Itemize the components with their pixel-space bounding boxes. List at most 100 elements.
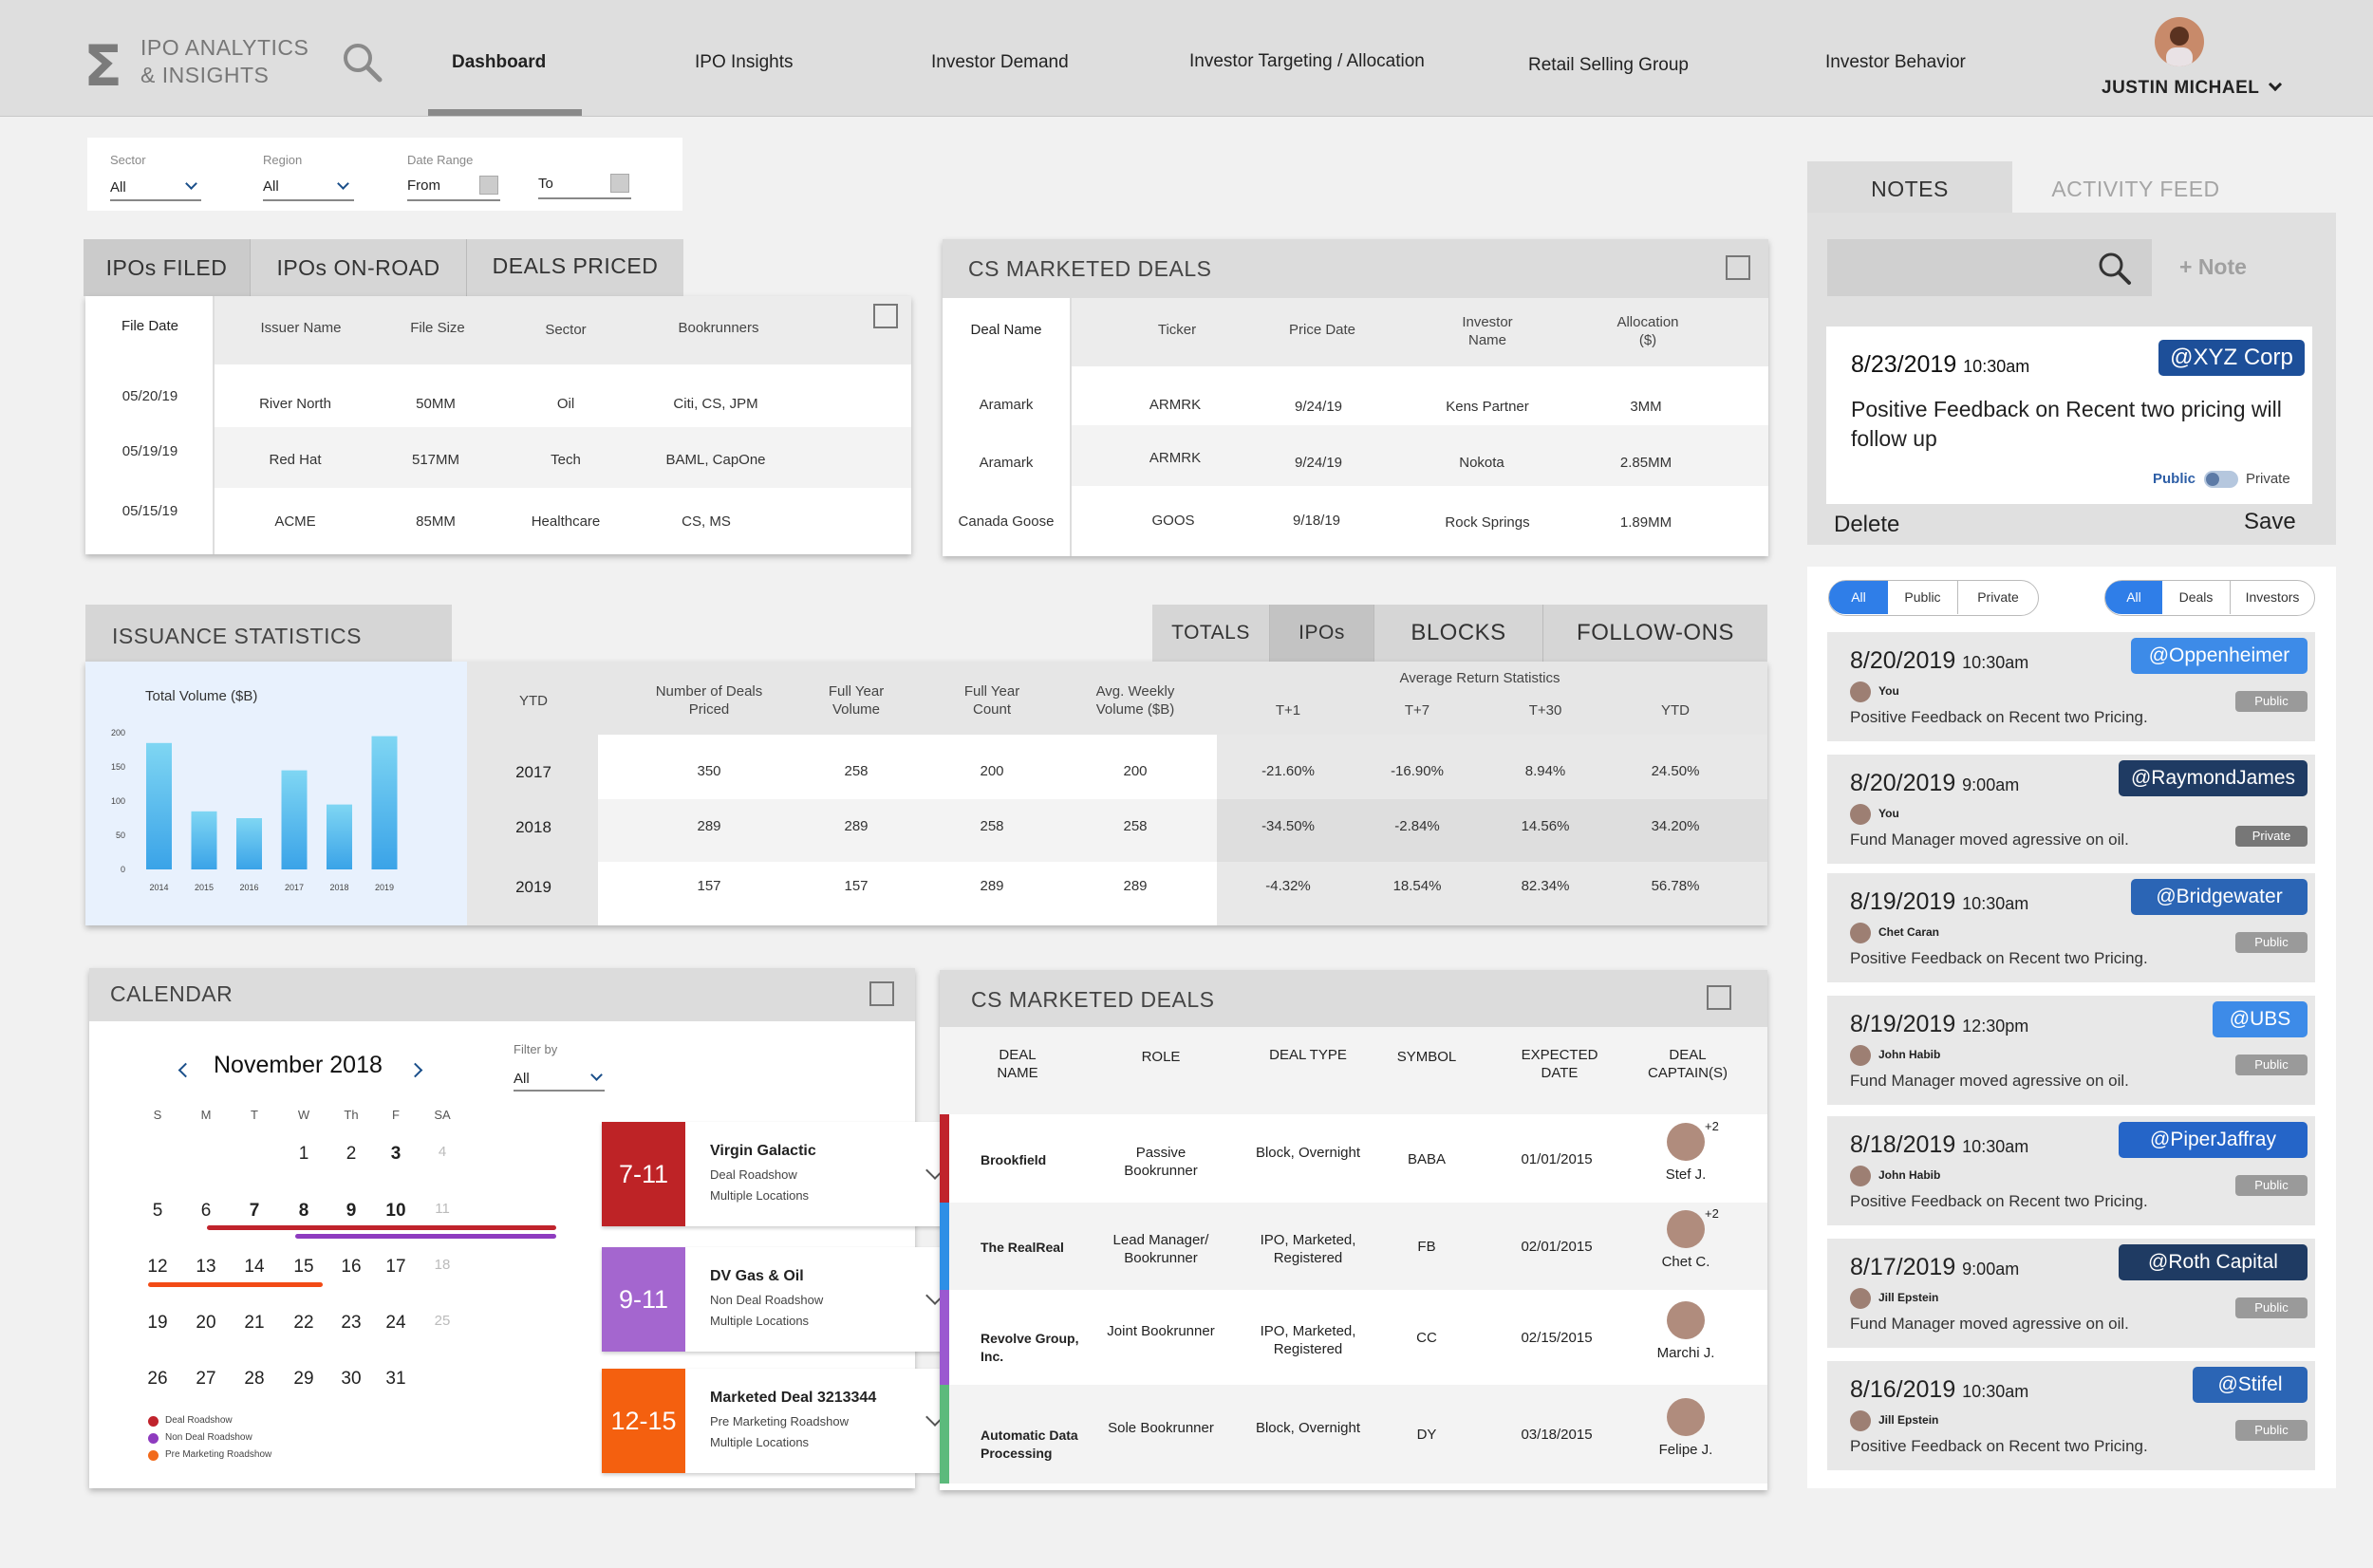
search-icon[interactable] <box>2097 251 2133 291</box>
tab-ipos-on-road[interactable]: IPOs ON-ROAD <box>251 239 467 296</box>
feed-item[interactable]: 8/16/2019 10:30am @Stifel Jill Epstein Publ… <box>1827 1361 2315 1470</box>
nav-ipo-insights[interactable]: IPO Insights <box>695 52 794 72</box>
calendar-day[interactable]: 8 <box>298 1201 309 1221</box>
nav-investor-demand[interactable]: Investor Demand <box>931 52 1069 72</box>
calendar-day[interactable]: 26 <box>147 1369 168 1389</box>
note-search-input[interactable] <box>1827 239 2152 296</box>
feed-tag[interactable]: @UBS <box>2213 1001 2308 1037</box>
feed-tag[interactable]: @Oppenheimer <box>2131 638 2308 674</box>
captain-avatar[interactable] <box>1667 1398 1705 1436</box>
expand-icon[interactable] <box>873 304 898 328</box>
region-select[interactable]: All <box>263 178 279 195</box>
tab-ipos[interactable]: IPOs <box>1270 605 1374 662</box>
feed-item[interactable]: 8/19/2019 12:30pm @UBS John Habib Public Fun… <box>1827 996 2315 1105</box>
calendar-day[interactable]: 12 <box>147 1257 168 1277</box>
filter-select[interactable]: All <box>514 1071 530 1087</box>
filter-all[interactable]: All <box>2105 581 2162 614</box>
calendar-day[interactable]: 15 <box>293 1257 314 1277</box>
calendar-day[interactable]: 27 <box>196 1369 216 1389</box>
deal-name[interactable]: Revolve Group, Inc. <box>981 1331 1079 1364</box>
deal-name[interactable]: Automatic Data Processing <box>981 1428 1078 1461</box>
event-card[interactable]: 12-15 Marketed Deal 3213344 Pre Marketing … <box>602 1369 980 1473</box>
calendar-day[interactable]: 10 <box>385 1201 406 1221</box>
captain-avatar[interactable] <box>1667 1210 1705 1248</box>
user-menu[interactable]: JUSTIN MICHAEL <box>2102 77 2282 99</box>
date-from-input[interactable]: From <box>407 177 440 194</box>
calendar-day[interactable]: 7 <box>249 1201 260 1221</box>
calendar-day[interactable]: 17 <box>385 1257 406 1277</box>
calendar-day[interactable]: 28 <box>244 1369 265 1389</box>
deal-name[interactable]: The RealReal <box>981 1240 1064 1255</box>
next-month-chevron-icon[interactable] <box>407 1062 423 1078</box>
calendar-day[interactable]: 6 <box>200 1201 212 1221</box>
save-button[interactable]: Save <box>2244 509 2296 534</box>
nav-investor-behavior[interactable]: Investor Behavior <box>1825 52 1966 72</box>
filter-deals[interactable]: Deals <box>2162 581 2231 614</box>
search-icon[interactable] <box>342 42 383 88</box>
filter-investors[interactable]: Investors <box>2245 589 2300 605</box>
captain-avatar[interactable] <box>1667 1301 1705 1339</box>
feed-tag[interactable]: @RaymondJames <box>2119 760 2308 796</box>
visibility-toggle[interactable] <box>2204 471 2238 488</box>
feed-item[interactable]: 8/17/2019 9:00am @Roth Capital Jill Epstei… <box>1827 1239 2315 1348</box>
calendar-day[interactable]: 24 <box>385 1313 406 1333</box>
tab-ipos-filed[interactable]: IPOs FILED <box>84 239 251 296</box>
captain-avatar[interactable] <box>1667 1122 1705 1161</box>
nav-retail-selling-group[interactable]: Retail Selling Group <box>1528 55 1689 75</box>
deal-name[interactable]: Brookfield <box>981 1151 1047 1167</box>
filter-private[interactable]: Private <box>1977 589 2019 605</box>
feed-item[interactable]: 8/19/2019 10:30am @Bridgewater Chet Caran P… <box>1827 873 2315 982</box>
calendar-day[interactable]: 20 <box>196 1313 216 1333</box>
calendar-day[interactable]: 11 <box>435 1201 450 1217</box>
calendar-day[interactable]: 21 <box>244 1313 265 1333</box>
calendar-day[interactable]: 4 <box>438 1144 447 1160</box>
tab-notes[interactable]: NOTES <box>1807 161 2012 213</box>
prev-month-chevron-icon[interactable] <box>178 1062 194 1078</box>
feed-item[interactable]: 8/20/2019 10:30am @Oppenheimer You Public Po… <box>1827 632 2315 741</box>
event-card[interactable]: 7-11 Virgin Galactic Deal Roadshow Multiple… <box>602 1122 980 1226</box>
feed-tag[interactable]: @Stifel <box>2193 1367 2308 1403</box>
date-to-input[interactable]: To <box>538 176 553 192</box>
calendar-day[interactable]: 25 <box>434 1313 451 1329</box>
calendar-day[interactable]: 29 <box>293 1369 314 1389</box>
nav-dashboard[interactable]: Dashboard <box>452 52 547 72</box>
filter-all[interactable]: All <box>1829 581 1888 614</box>
event-card[interactable]: 9-11 DV Gas & Oil Non Deal Roadshow Multipl… <box>602 1247 980 1352</box>
expand-icon[interactable] <box>869 981 894 1006</box>
feed-tag[interactable]: @PiperJaffray <box>2119 1122 2308 1158</box>
feed-item[interactable]: 8/18/2019 10:30am @PiperJaffray John Habib… <box>1827 1116 2315 1225</box>
calendar-day[interactable]: 9 <box>346 1201 357 1221</box>
calendar-day[interactable]: 3 <box>390 1144 402 1164</box>
feed-tag[interactable]: @Roth Capital <box>2119 1244 2308 1280</box>
tab-blocks[interactable]: BLOCKS <box>1374 605 1543 662</box>
tab-deals-priced[interactable]: DEALS PRICED <box>467 239 683 292</box>
calendar-day[interactable]: 2 <box>346 1144 357 1164</box>
user-avatar[interactable] <box>2155 17 2204 66</box>
calendar-day[interactable]: 22 <box>293 1313 314 1333</box>
sector-select[interactable]: All <box>110 179 126 196</box>
calendar-day[interactable]: 13 <box>196 1257 216 1277</box>
calendar-day[interactable]: 18 <box>434 1257 451 1273</box>
calendar-icon[interactable] <box>610 174 629 193</box>
expand-icon[interactable] <box>1707 985 1731 1010</box>
filter-public[interactable]: Public <box>1888 581 1958 614</box>
feed-tag[interactable]: @Bridgewater <box>2131 879 2308 915</box>
calendar-day[interactable]: 1 <box>298 1144 309 1164</box>
calendar-day[interactable]: 16 <box>341 1257 362 1277</box>
calendar-icon[interactable] <box>479 176 498 195</box>
tab-totals[interactable]: TOTALS <box>1152 605 1270 662</box>
nav-investor-targeting[interactable]: Investor Targeting / Allocation <box>1189 51 1425 71</box>
tab-follow-ons[interactable]: FOLLOW-ONS <box>1543 605 1767 662</box>
calendar-day[interactable]: 19 <box>147 1313 168 1333</box>
feed-item[interactable]: 8/20/2019 9:00am @RaymondJames You Private F… <box>1827 755 2315 864</box>
expand-icon[interactable] <box>1726 255 1750 280</box>
delete-button[interactable]: Delete <box>1834 512 1900 537</box>
add-note-button[interactable]: + Note <box>2179 254 2247 279</box>
calendar-day[interactable]: 30 <box>341 1369 362 1389</box>
tab-activity-feed[interactable]: ACTIVITY FEED <box>2051 177 2220 201</box>
calendar-day[interactable]: 23 <box>341 1313 362 1333</box>
note-tag[interactable]: @XYZ Corp <box>2158 340 2305 376</box>
calendar-day[interactable]: 31 <box>385 1369 406 1389</box>
calendar-day[interactable]: 14 <box>244 1257 265 1277</box>
calendar-day[interactable]: 5 <box>152 1201 163 1221</box>
